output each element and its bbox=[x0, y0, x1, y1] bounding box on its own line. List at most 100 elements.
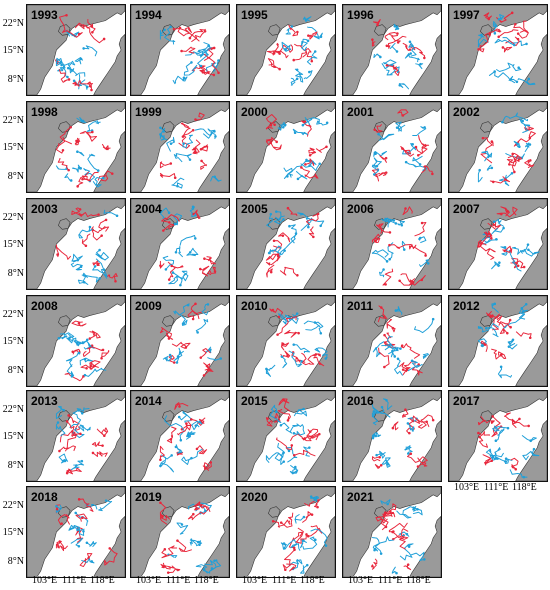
drifter-track bbox=[191, 417, 206, 426]
drifter-track bbox=[275, 211, 282, 221]
track-endpoint bbox=[70, 375, 74, 378]
drifter-track bbox=[186, 247, 199, 257]
year-panel: 2009 bbox=[130, 295, 230, 387]
track-endpoint bbox=[100, 234, 103, 237]
drifter-track bbox=[87, 153, 99, 171]
drifter-track bbox=[406, 419, 421, 434]
drifter-track bbox=[387, 242, 394, 260]
track-endpoint bbox=[110, 172, 114, 175]
drifter-track bbox=[295, 170, 308, 180]
track-endpoint bbox=[185, 422, 188, 425]
track-endpoint bbox=[279, 423, 283, 427]
track-endpoint bbox=[276, 254, 280, 258]
track-endpoint bbox=[384, 525, 388, 529]
track-endpoint bbox=[267, 251, 271, 255]
track-endpoint bbox=[296, 177, 300, 181]
track-endpoint bbox=[510, 171, 514, 175]
year-label: 1993 bbox=[31, 8, 58, 22]
drifter-track bbox=[522, 448, 540, 461]
track-endpoint bbox=[373, 128, 376, 131]
drifter-track bbox=[492, 21, 498, 34]
drifter-track bbox=[182, 134, 194, 149]
track-endpoint bbox=[526, 243, 530, 246]
drifter-track bbox=[418, 135, 430, 156]
drifter-track bbox=[202, 462, 212, 472]
philippines-landmass bbox=[197, 227, 229, 289]
track-endpoint bbox=[77, 322, 81, 325]
drifter-track bbox=[409, 415, 430, 428]
track-endpoint bbox=[93, 265, 97, 268]
drifter-track bbox=[84, 24, 105, 44]
drifter-track bbox=[195, 51, 209, 67]
drifter-track bbox=[513, 131, 536, 147]
drifter-track bbox=[498, 29, 519, 38]
track-endpoint bbox=[478, 168, 481, 172]
track-endpoint bbox=[159, 264, 162, 267]
track-endpoint bbox=[508, 318, 512, 322]
drifter-track bbox=[381, 343, 395, 352]
drifter-track bbox=[166, 426, 177, 444]
drifter-track bbox=[498, 13, 505, 21]
track-endpoint bbox=[408, 40, 412, 44]
drifter-track bbox=[95, 258, 108, 278]
drifter-track bbox=[381, 59, 397, 70]
track-endpoint bbox=[290, 444, 294, 447]
track-endpoint bbox=[172, 361, 176, 364]
track-endpoint bbox=[404, 207, 407, 210]
drifter-track bbox=[70, 538, 83, 547]
track-endpoint bbox=[527, 77, 531, 81]
drifter-track bbox=[189, 538, 203, 547]
drifter-track bbox=[175, 444, 183, 454]
drifter-track bbox=[187, 503, 206, 512]
drifter-track bbox=[177, 540, 193, 552]
track-endpoint bbox=[102, 37, 106, 41]
drifter-track bbox=[176, 347, 182, 363]
track-endpoint bbox=[159, 464, 162, 468]
track-endpoint bbox=[269, 212, 273, 216]
drifter-track bbox=[406, 453, 428, 465]
track-endpoint bbox=[398, 279, 401, 283]
philippines-landmass bbox=[303, 419, 335, 481]
drifter-track bbox=[378, 172, 387, 177]
drifter-track bbox=[412, 505, 423, 516]
track-endpoint bbox=[305, 563, 309, 567]
drifter-track bbox=[478, 245, 496, 260]
track-endpoint bbox=[76, 528, 79, 532]
drifter-track bbox=[273, 50, 289, 59]
drifter-track bbox=[172, 75, 188, 85]
track-endpoint bbox=[300, 166, 303, 169]
hainan-island bbox=[58, 315, 71, 327]
drifter-track bbox=[305, 158, 315, 166]
longitude-label: 111°E bbox=[484, 482, 509, 493]
drifter-track bbox=[477, 34, 489, 48]
philippines-landmass bbox=[515, 324, 547, 386]
hainan-island bbox=[162, 315, 175, 327]
drifter-track bbox=[491, 348, 502, 360]
track-endpoint bbox=[292, 546, 296, 550]
track-endpoint bbox=[273, 123, 276, 126]
track-endpoint bbox=[401, 114, 405, 117]
year-label: 2002 bbox=[453, 105, 480, 119]
map-canvas bbox=[449, 5, 547, 95]
track-endpoint bbox=[491, 415, 494, 418]
year-label: 1994 bbox=[135, 8, 162, 22]
drifter-track bbox=[181, 448, 203, 465]
track-endpoint bbox=[181, 135, 185, 138]
drifter-track bbox=[411, 364, 423, 376]
drifter-track bbox=[159, 260, 165, 269]
track-endpoint bbox=[190, 61, 193, 64]
track-endpoint bbox=[76, 150, 79, 153]
drifter-track bbox=[399, 278, 416, 286]
drifter-track bbox=[265, 123, 274, 130]
drifter-track bbox=[288, 559, 303, 570]
drifter-track bbox=[378, 133, 395, 141]
track-endpoint bbox=[67, 168, 70, 172]
drifter-track bbox=[302, 16, 312, 22]
track-endpoint bbox=[516, 32, 520, 35]
track-endpoint bbox=[82, 47, 85, 50]
drifter-track bbox=[82, 340, 95, 350]
longitude-label: 103°E bbox=[348, 575, 374, 586]
drifter-track bbox=[515, 331, 532, 338]
track-endpoint bbox=[161, 514, 164, 518]
track-endpoint bbox=[167, 336, 171, 339]
